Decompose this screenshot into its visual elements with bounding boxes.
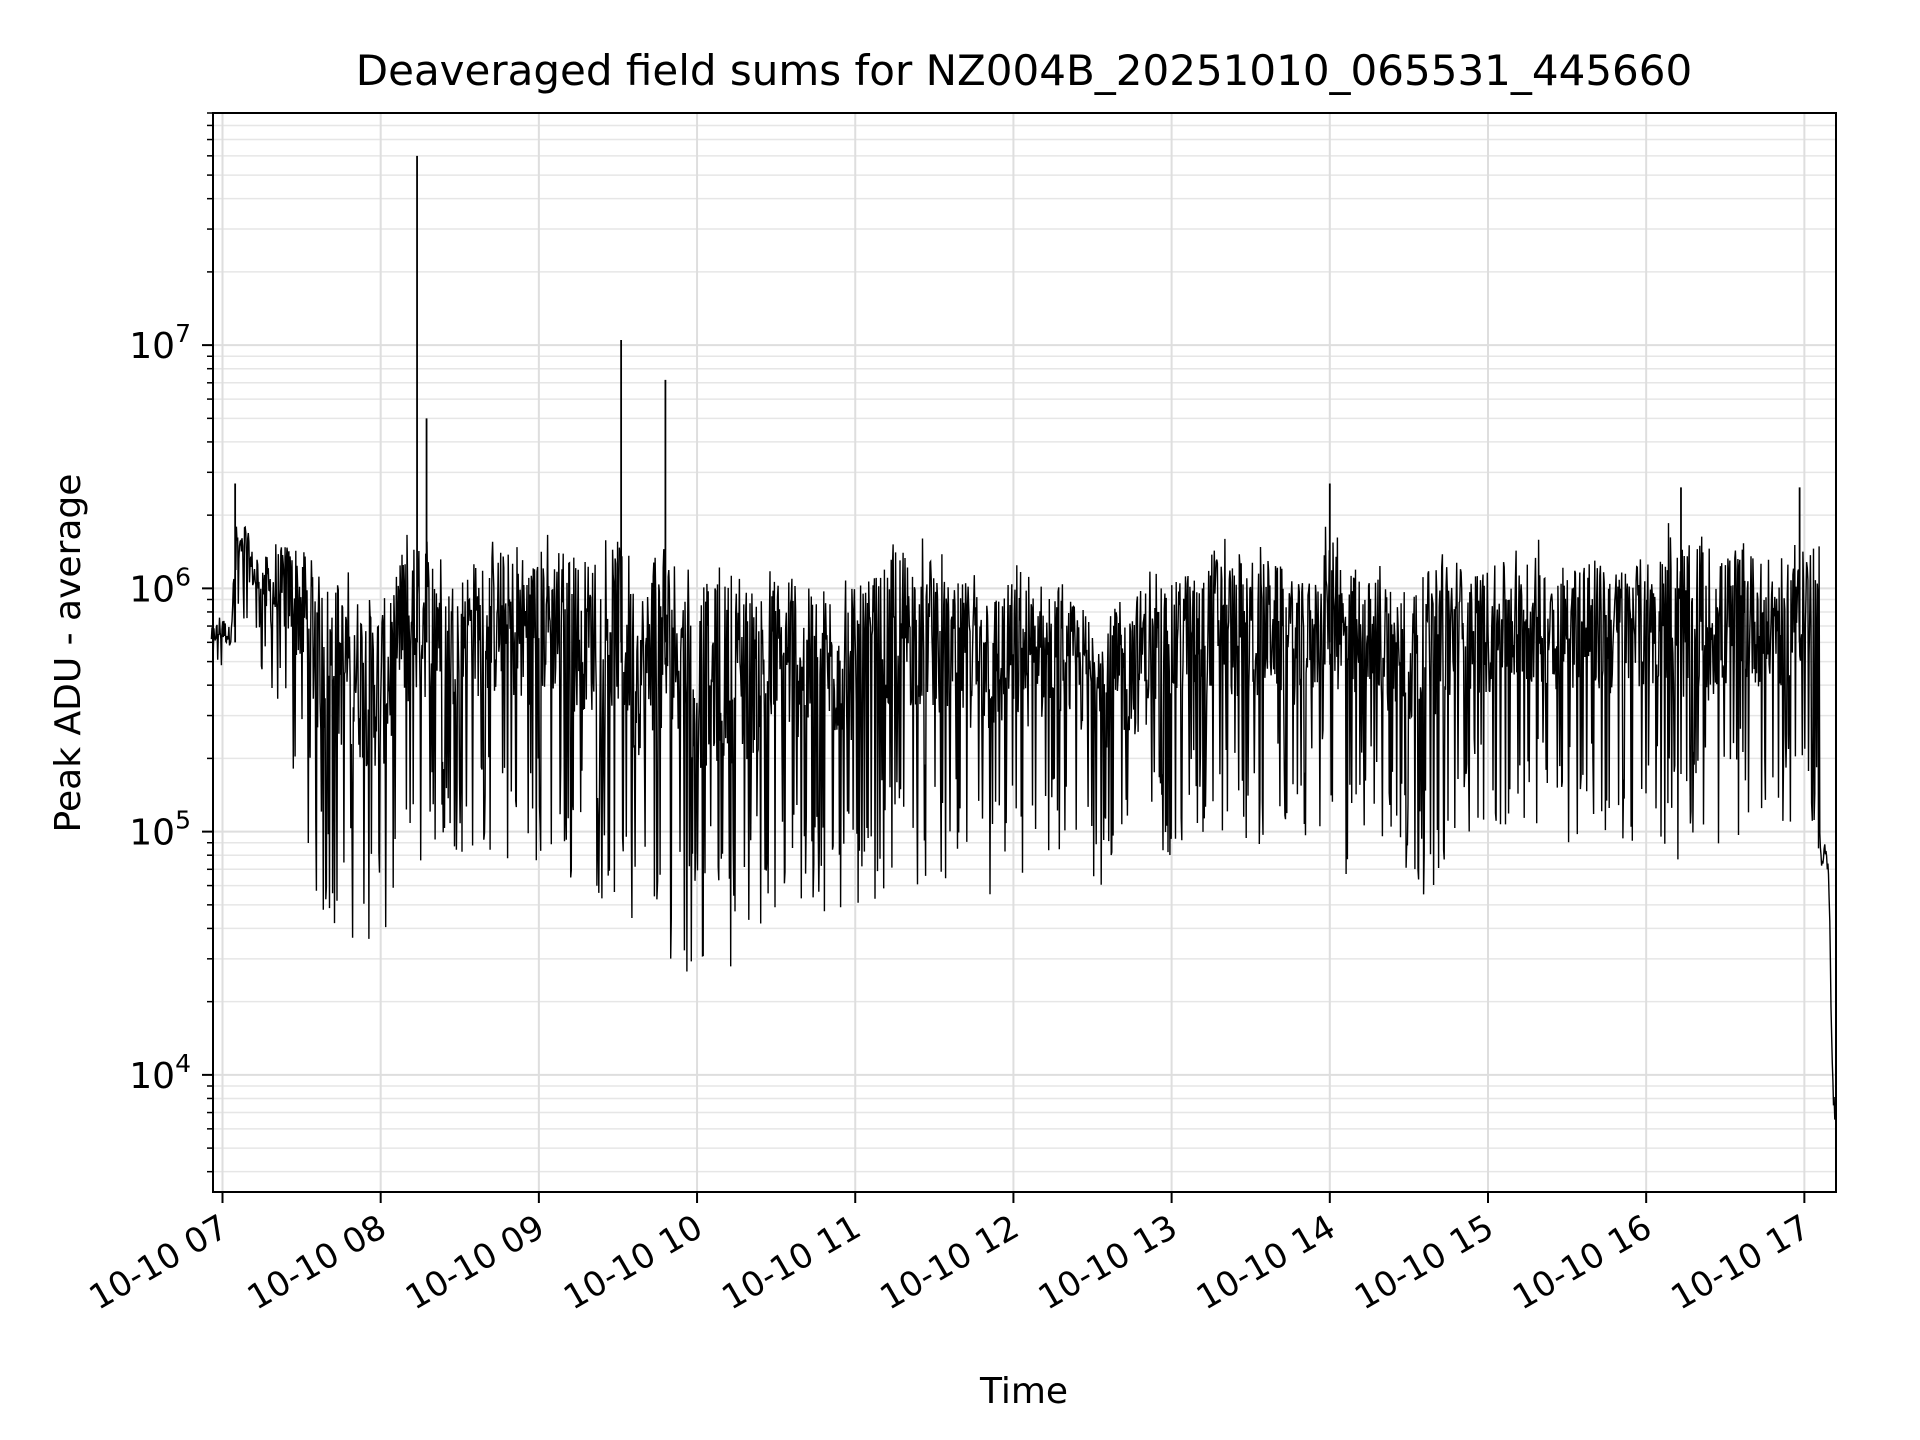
series-layer xyxy=(210,155,1837,1125)
y-tick-label: 106 xyxy=(129,562,191,610)
y-axis-label: Peak ADU - average xyxy=(48,474,89,833)
plot-frame xyxy=(212,112,1837,1193)
y-tick-label: 107 xyxy=(129,319,191,367)
y-tick-label: 104 xyxy=(129,1049,191,1097)
y-axis: 104 105 106 107 xyxy=(129,112,213,1173)
y-tick-label: 105 xyxy=(129,806,191,854)
x-axis-label: Time xyxy=(979,1371,1068,1412)
chart-title: Deaveraged field sums for NZ004B_2025101… xyxy=(356,46,1692,95)
series-line xyxy=(210,523,1837,1125)
